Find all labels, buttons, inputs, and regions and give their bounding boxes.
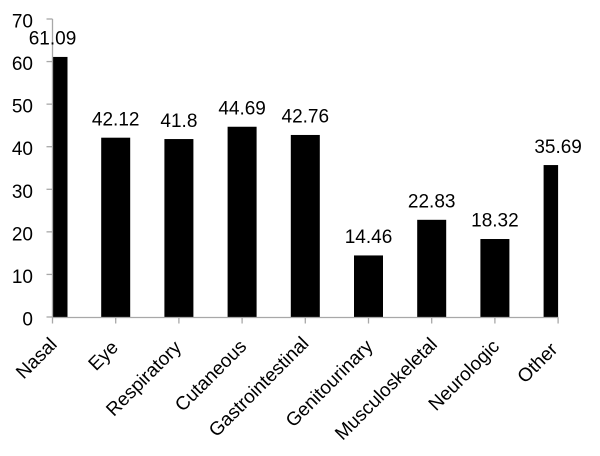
svg-text:50: 50: [12, 97, 33, 118]
svg-text:61.09: 61.09: [29, 29, 77, 50]
svg-text:18.32: 18.32: [471, 211, 519, 232]
svg-text:10: 10: [12, 267, 33, 288]
svg-text:41.8: 41.8: [160, 111, 197, 132]
svg-text:14.46: 14.46: [345, 227, 393, 248]
svg-text:42.76: 42.76: [282, 107, 330, 128]
svg-text:20: 20: [12, 224, 33, 245]
svg-text:60: 60: [12, 54, 33, 75]
svg-text:30: 30: [12, 182, 33, 203]
svg-text:42.12: 42.12: [92, 109, 140, 130]
svg-text:44.69: 44.69: [218, 99, 266, 120]
svg-text:70: 70: [12, 12, 33, 33]
svg-text:35.69: 35.69: [534, 137, 582, 158]
svg-text:0: 0: [22, 310, 33, 331]
svg-text:40: 40: [12, 139, 33, 160]
svg-text:22.83: 22.83: [408, 192, 456, 213]
